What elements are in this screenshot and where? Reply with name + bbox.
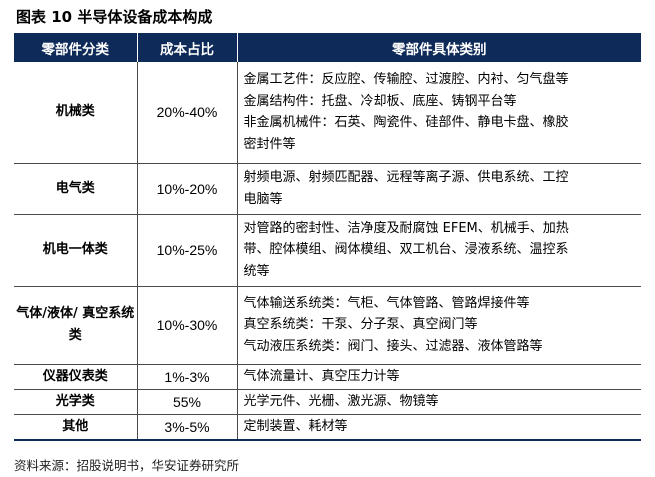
detail-cell: 射频电源、射频匹配器、远程等离子源、供电系统、工控 电脑等	[237, 163, 641, 215]
category-cell: 机电一体类	[14, 214, 137, 287]
detail-cell: 气体输送系统类：气柜、气体管路、管路焊接件等 真空系统类：干泵、分子泵、真空阀门…	[237, 286, 641, 365]
table-row: 光学类 55% 光学元件、光栅、激光源、物镜等	[14, 389, 641, 415]
table-row: 气体/液体/ 真空系统类 10%-30% 气体输送系统类：气柜、气体管路、管路焊…	[14, 286, 641, 365]
table-row: 机电一体类 10%-25% 对管路的密封性、洁净度及耐腐蚀 EFEM、机械手、加…	[14, 214, 641, 287]
table-row: 机械类 20%-40% 金属工艺件：反应腔、传输腔、过渡腔、内衬、匀气盘等 金属…	[14, 62, 641, 164]
column-header-share: 成本占比	[137, 33, 238, 62]
cost-share-cell: 10%-25%	[136, 214, 238, 287]
category-label: 其他	[62, 418, 89, 434]
detail-line: 非金属机械件：石英、陶瓷件、硅部件、静电卡盘、橡胶	[243, 115, 569, 131]
cost-share-cell: 10%-20%	[136, 163, 238, 215]
detail-line: 金属工艺件：反应腔、传输腔、过渡腔、内衬、匀气盘等	[243, 72, 569, 88]
category-cell: 仪器仪表类	[14, 364, 137, 390]
table-row: 其他 3%-5% 定制装置、耗材等	[14, 414, 641, 441]
detail-cell: 定制装置、耗材等	[237, 414, 641, 441]
category-cell: 气体/液体/ 真空系统类	[14, 286, 137, 365]
detail-line: 金属结构件：托盘、冷却板、底座、铸钢平台等	[243, 93, 517, 109]
cost-share-cell: 3%-5%	[136, 414, 238, 441]
column-header-category: 零部件分类	[14, 33, 138, 62]
detail-line: 密封件等	[243, 136, 296, 152]
detail-line: 统等	[243, 263, 270, 279]
cost-share-cell: 20%-40%	[136, 62, 238, 164]
detail-line: 光学元件、光栅、激光源、物镜等	[243, 393, 439, 409]
detail-line: 对管路的密封性、洁净度及耐腐蚀 EFEM、机械手、加热	[243, 220, 569, 236]
category-label: 机电一体类	[42, 242, 108, 257]
detail-line: 真空系统类：干泵、分子泵、真空阀门等	[243, 317, 478, 333]
detail-line: 电脑等	[243, 191, 283, 207]
detail-line: 定制装置、耗材等	[243, 419, 348, 434]
detail-line: 气体流量计、真空压力计等	[243, 368, 400, 384]
category-label: 仪器仪表类	[42, 368, 108, 384]
detail-cell: 光学元件、光栅、激光源、物镜等	[237, 389, 641, 415]
category-label: 电气类	[55, 180, 95, 196]
detail-line: 带、腔体模组、阀体模组、双工机台、浸液系统、温控系	[243, 242, 569, 258]
figure-title: 图表 10 半导体设备成本构成	[16, 8, 213, 26]
detail-line: 射频电源、射频匹配器、远程等离子源、供电系统、工控	[243, 170, 569, 185]
category-label: 光学类	[55, 393, 95, 409]
column-header-detail: 零部件具体类别	[237, 33, 641, 62]
table-row: 电气类 10%-20% 射频电源、射频匹配器、远程等离子源、供电系统、工控 电脑…	[14, 163, 641, 215]
cost-share-cell: 55%	[136, 389, 238, 415]
category-cell: 机械类	[14, 62, 137, 164]
detail-line: 气动液压系统类：阀门、接头、过滤器、液体管路等	[243, 338, 543, 354]
category-label: 真空系统类	[68, 306, 135, 343]
table-row: 仪器仪表类 1%-3% 气体流量计、真空压力计等	[14, 364, 641, 390]
cost-share-cell: 1%-3%	[136, 364, 238, 390]
detail-cell: 对管路的密封性、洁净度及耐腐蚀 EFEM、机械手、加热 带、腔体模组、阀体模组、…	[237, 214, 641, 287]
cost-share-cell: 10%-30%	[136, 286, 238, 365]
table-header-row: 零部件分类 成本占比 零部件具体类别	[14, 33, 641, 62]
detail-line: 气体输送系统类：气柜、气体管路、管路焊接件等	[243, 295, 530, 311]
detail-cell: 金属工艺件：反应腔、传输腔、过渡腔、内衬、匀气盘等 金属结构件：托盘、冷却板、底…	[237, 62, 641, 164]
category-cell: 光学类	[14, 389, 137, 415]
source-note: 资料来源：招股说明书，华安证券研究所	[14, 458, 240, 473]
detail-cell: 气体流量计、真空压力计等	[237, 364, 641, 390]
category-cell: 其他	[14, 414, 137, 441]
category-label: 机械类	[55, 104, 95, 120]
cost-composition-table: 零部件分类 成本占比 零部件具体类别 机械类 20%-40% 金属工艺件：反应腔…	[14, 33, 641, 441]
category-label: 气体/液体/	[16, 306, 78, 321]
category-cell: 电气类	[14, 163, 137, 215]
